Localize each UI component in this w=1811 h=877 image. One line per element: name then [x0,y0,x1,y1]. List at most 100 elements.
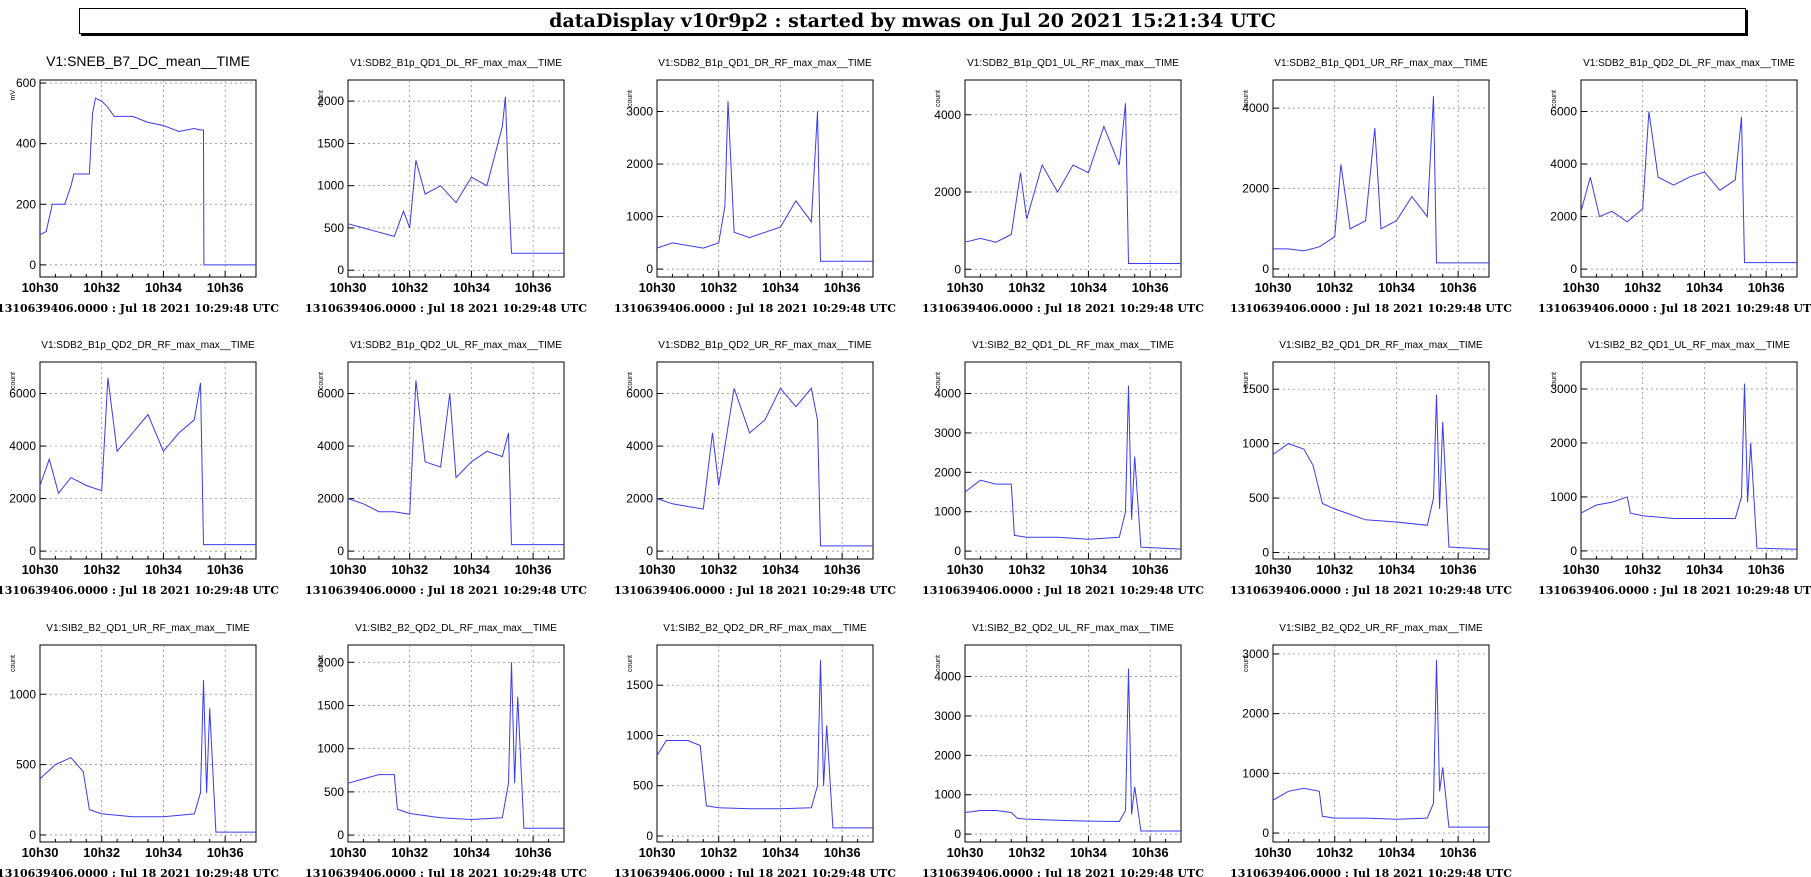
series-line [1272,659,1489,828]
y-tick-label: 3000 [1550,382,1577,396]
x-tick-label: 10h36 [1132,280,1169,295]
x-tick-label: 10h30 [639,845,676,860]
x-tick-label: 10h32 [83,280,120,295]
y-tick-label: 1500 [317,136,344,150]
y-tick-label: 1000 [317,742,344,756]
series-line [964,103,1181,264]
y-tick-label: 6000 [9,387,36,401]
y-tick-label: 2000 [626,492,653,506]
plot-title: V1:SIB2_B2_QD2_DR_RF_max_max__TIME [663,623,867,634]
y-tick-label: 1000 [317,179,344,193]
series-line [39,377,256,546]
y-axis-label: count [318,372,325,389]
y-tick-label: 4000 [317,439,344,453]
y-axis-label: count [627,655,634,672]
series-line [39,97,256,266]
x-tick-label: 10h34 [762,280,800,295]
timestamp-label: 1310639406.0000 : Jul 18 2021 10:29:48 U… [1230,584,1512,597]
x-tick-label: 10h34 [762,562,800,577]
plot-frame [347,361,565,560]
timestamp-label: 1310639406.0000 : Jul 18 2021 10:29:48 U… [922,584,1204,597]
x-tick-label: 10h34 [1378,562,1416,577]
plot-frame [964,79,1182,278]
y-axis-label: count [935,372,942,389]
x-tick-label: 10h32 [1624,562,1661,577]
plot-panel: V1:SDB2_B1p_QD2_UL_RF_max_max__TIMEcount… [305,340,587,597]
y-tick-label: 6000 [1550,105,1577,119]
plot-title: V1:SDB2_B1p_QD1_UL_RF_max_max__TIME [967,58,1179,69]
plot-frame [39,644,257,843]
x-tick-label: 10h34 [1378,845,1416,860]
plot-panel: V1:SDB2_B1p_QD2_DR_RF_max_max__TIMEcount… [0,340,279,597]
y-axis-label: count [318,90,325,107]
x-tick-label: 10h36 [1440,845,1477,860]
y-tick-label: 3000 [934,709,961,723]
plot-frame [656,79,874,278]
y-axis-label: count [1243,372,1250,389]
x-tick-label: 10h34 [1070,562,1108,577]
y-tick-label: 0 [29,258,36,272]
y-tick-label: 2000 [1550,210,1577,224]
y-tick-label: 0 [954,827,961,841]
x-tick-label: 10h34 [453,845,491,860]
timestamp-label: 1310639406.0000 : Jul 18 2021 10:29:48 U… [305,867,587,877]
y-axis-label: count [935,655,942,672]
plot-frame [347,644,565,843]
y-tick-label: 600 [16,76,36,90]
x-tick-label: 10h32 [83,562,120,577]
y-tick-label: 0 [29,828,36,842]
x-tick-label: 10h32 [1316,280,1353,295]
y-tick-label: 6000 [626,387,653,401]
x-tick-label: 10h36 [824,280,861,295]
x-tick-label: 10h32 [391,845,428,860]
y-tick-label: 2000 [934,748,961,762]
series-line [964,668,1181,832]
page-title: dataDisplay v10r9p2 : started by mwas on… [79,8,1746,34]
x-tick-label: 10h36 [207,280,244,295]
y-tick-label: 0 [29,544,36,558]
y-tick-label: 1000 [626,728,653,742]
series-line [347,380,564,546]
y-axis-label: count [1243,90,1250,107]
plot-title: V1:SIB2_B2_QD2_UL_RF_max_max__TIME [972,623,1174,634]
plot-frame [347,79,565,278]
y-tick-label: 500 [324,221,344,235]
x-tick-label: 10h32 [1316,562,1353,577]
plot-frame [1272,79,1490,278]
y-tick-label: 1000 [1550,490,1577,504]
plot-frame [1580,79,1798,278]
plot-title: V1:SNEB_B7_DC_mean__TIME [46,53,250,69]
y-tick-label: 4000 [1242,101,1269,115]
y-axis-label: count [935,90,942,107]
x-tick-label: 10h30 [947,845,984,860]
x-tick-label: 10h30 [22,280,59,295]
y-tick-label: 0 [646,262,653,276]
plot-title: V1:SDB2_B1p_QD1_UR_RF_max_max__TIME [1274,58,1488,69]
y-tick-label: 2000 [934,185,961,199]
x-tick-label: 10h30 [330,562,367,577]
plot-title: V1:SDB2_B1p_QD2_DR_RF_max_max__TIME [41,340,255,351]
plot-title: V1:SIB2_B2_QD1_DL_RF_max_max__TIME [972,340,1174,351]
timestamp-label: 1310639406.0000 : Jul 18 2021 10:29:48 U… [0,302,279,315]
x-tick-label: 10h32 [700,845,737,860]
y-tick-label: 2000 [317,492,344,506]
series-line [1272,394,1490,550]
plot-frame [39,361,257,560]
plot-title: V1:SDB2_B1p_QD1_DL_RF_max_max__TIME [350,58,562,69]
x-tick-label: 10h30 [947,562,984,577]
x-tick-label: 10h30 [330,845,367,860]
y-tick-label: 1500 [1242,382,1269,396]
plot-panel: V1:SDB2_B1p_QD1_UR_RF_max_max__TIMEcount… [1230,58,1512,315]
plot-title: V1:SDB2_B1p_QD2_UL_RF_max_max__TIME [350,340,562,351]
timestamp-label: 1310639406.0000 : Jul 18 2021 10:29:48 U… [305,584,587,597]
y-tick-label: 4000 [626,439,653,453]
timestamp-label: 1310639406.0000 : Jul 18 2021 10:29:48 U… [305,302,587,315]
x-tick-label: 10h32 [1008,562,1045,577]
y-tick-label: 2000 [1242,182,1269,196]
y-tick-label: 6000 [317,387,344,401]
y-tick-label: 2000 [317,94,344,108]
series-line [1580,111,1797,264]
